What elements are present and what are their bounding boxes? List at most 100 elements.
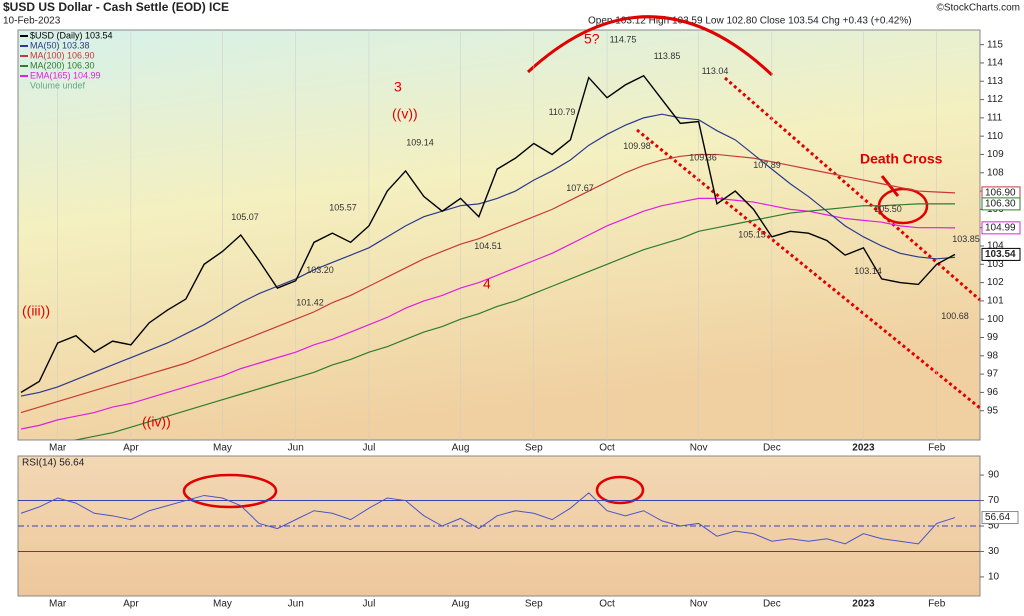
y-tick-label: 101 [987,296,1004,307]
end-label: 103.54 [985,249,1016,260]
end-label: 106.90 [985,188,1016,199]
peak-label: 103.14 [854,266,882,276]
y-tick-label: 96 [987,387,999,398]
x-tick-label: Feb [928,443,946,454]
x-tick-label: Feb [928,599,946,610]
peak-label: 113.04 [702,66,729,76]
x-tick-label: Dec [763,443,781,454]
y-tick-label: 108 [987,167,1004,178]
y-tick-label: 114 [987,58,1003,69]
average-line [20,153,956,414]
x-tick-label: Nov [690,443,708,454]
chart-title: $USD US Dollar - Cash Settle (EOD) ICE [3,0,229,14]
x-tick-label: May [213,599,232,610]
highlight-circle [595,475,645,505]
x-tick-label: 2023 [852,443,875,454]
x-tick-label: Apr [123,443,139,454]
peak-label: 104.51 [474,241,502,251]
end-label: 104.99 [985,223,1016,234]
y-tick-label: 98 [987,350,999,361]
quote: Open 103.12 High 103.59 Low 102.80 Close… [588,16,912,27]
rsi-line [20,492,956,545]
annotation: 3 [394,79,402,95]
y-tick-label: 110 [987,131,1003,142]
peak-label: 110.79 [549,107,576,117]
channel-line [724,76,981,302]
x-tick-label: Jun [288,443,304,454]
peak-label: 105.50 [874,204,902,214]
y-tick-label: 99 [987,332,999,343]
annotation: 4 [483,276,491,292]
x-tick-label: Dec [763,599,781,610]
average-line [20,113,956,397]
price-line [20,74,956,394]
annotation: ((iv)) [142,414,171,430]
x-tick-label: Jul [363,443,376,454]
credit: ©StockCharts.com [936,3,1020,14]
x-tick-label: May [213,443,232,454]
y-tick-label: 109 [987,149,1004,160]
x-tick-label: Mar [49,443,67,454]
y-tick-label: 90 [988,470,1000,481]
y-tick-label: 30 [988,546,1000,557]
x-tick-label: Oct [599,599,615,610]
y-tick-label: 10 [988,572,1000,583]
annotation: ((v)) [392,106,418,122]
peak-label: 100.68 [941,311,969,321]
legend-entry: MA(200) 106.30 [30,60,95,70]
highlight-circle [182,473,278,509]
annotation: 5? [584,31,600,47]
average-line [20,197,956,430]
y-tick-label: 102 [987,277,1004,288]
peak-label: 109.14 [406,137,434,147]
end-label-box [981,511,1019,525]
y-tick-label: 95 [987,405,999,416]
y-tick-label: 50 [988,521,1000,532]
y-tick-label: 104 [987,241,1004,252]
x-tick-label: Sep [525,599,543,610]
peak-label: 105.07 [231,212,259,222]
y-tick-label: 70 [988,495,1000,506]
x-tick-label: 2023 [852,599,875,610]
channel-line [636,128,981,410]
x-tick-label: Jun [288,599,304,610]
peak-label: 103.20 [306,265,334,275]
x-tick-label: Aug [452,599,470,610]
price-panel [17,29,981,441]
peak-label: 105.57 [329,203,357,213]
top-arc [526,15,774,77]
end-label: 56.64 [985,512,1010,523]
x-tick-label: Aug [452,443,470,454]
x-tick-label: Oct [599,443,615,454]
x-tick-label: Mar [49,599,67,610]
y-tick-label: 111 [987,112,1003,123]
y-tick-label: 115 [987,39,1003,50]
annotation: ((iii)) [22,303,50,319]
x-tick-label: Nov [690,599,708,610]
average-line [72,203,955,440]
legend-entry: Volume undef [30,80,86,90]
x-tick-label: Apr [123,599,139,610]
peak-label: 103.85 [952,234,980,244]
y-tick-label: 113 [987,76,1003,87]
end-label-box [981,221,1021,235]
annotation: Death Cross [860,151,943,167]
y-tick-label: 100 [987,314,1004,325]
rsi-title: RSI(14) 56.64 [22,458,85,469]
date: 10-Feb-2023 [3,16,61,27]
peak-label: 109.36 [689,152,717,162]
y-tick-label: 112 [987,94,1003,105]
x-tick-label: Sep [525,443,543,454]
peak-label: 109.98 [623,141,651,151]
peak-label: 107.67 [566,183,594,193]
peak-label: 113.85 [654,51,681,61]
legend-entry: $USD (Daily) 103.54 [30,30,113,40]
end-label-box [981,247,1021,261]
y-tick-label: 103 [987,259,1004,270]
legend-entry: MA(50) 103.38 [30,40,90,50]
legend-entry: EMA(165) 104.99 [30,70,101,80]
peak-label: 107.89 [753,160,781,170]
peak-label: 105.15 [738,229,766,239]
end-label: 106.30 [985,199,1016,210]
